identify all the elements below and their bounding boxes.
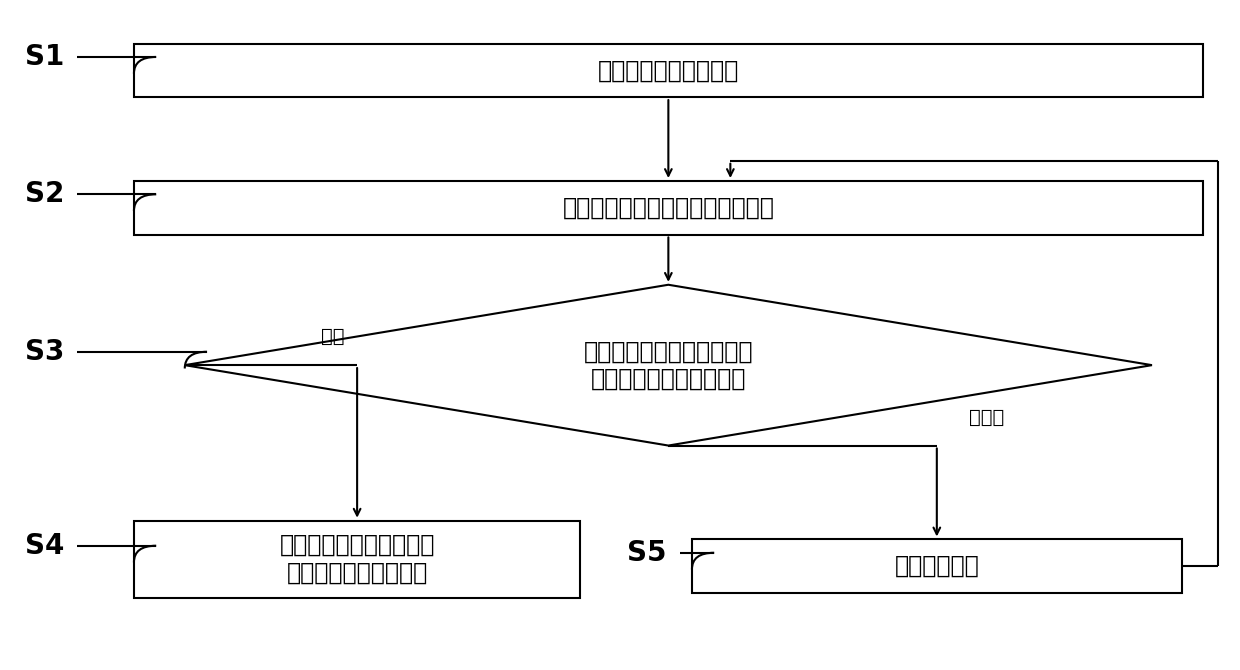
- Text: 排除每个资源池中的预期忙碌资源: 排除每个资源池中的预期忙碌资源: [563, 196, 774, 220]
- Polygon shape: [185, 285, 1152, 446]
- Text: S3: S3: [25, 338, 64, 366]
- Bar: [692, 539, 1182, 593]
- Text: 满足: 满足: [321, 328, 343, 346]
- Bar: [134, 181, 1203, 234]
- Text: 从候选资源池中的所有剩
余资源中选出资源子集: 从候选资源池中的所有剩 余资源中选出资源子集: [279, 533, 435, 585]
- Text: S2: S2: [25, 180, 64, 208]
- Bar: [134, 44, 1203, 97]
- Text: S1: S1: [25, 43, 64, 71]
- Text: S5: S5: [627, 539, 667, 567]
- Text: 不满足: 不满足: [968, 408, 1004, 427]
- Text: 候选资源池的剩余资源是否
满足停止资源排除的标准: 候选资源池的剩余资源是否 满足停止资源排除的标准: [584, 339, 753, 391]
- Text: 增加比较阈值: 增加比较阈值: [894, 554, 980, 578]
- Bar: [134, 521, 580, 598]
- Text: S4: S4: [25, 532, 64, 559]
- Text: 初始化至少两个资源池: 初始化至少两个资源池: [598, 58, 739, 82]
